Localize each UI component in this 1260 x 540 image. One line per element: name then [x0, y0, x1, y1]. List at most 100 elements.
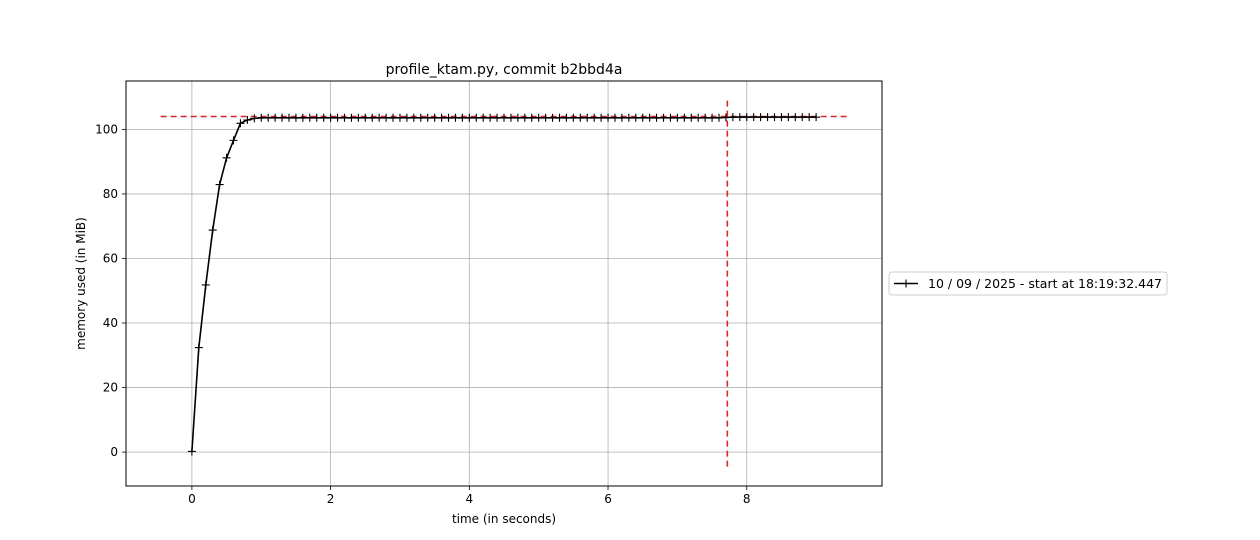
data-point-marker: [437, 113, 446, 122]
data-point-marker: [770, 113, 779, 122]
data-point-marker: [805, 113, 814, 122]
data-point-marker: [319, 113, 328, 122]
data-point-marker: [312, 113, 321, 122]
data-point-marker: [347, 113, 356, 122]
data-point-marker: [368, 113, 377, 122]
data-point-marker: [652, 113, 661, 122]
data-point-marker: [375, 113, 384, 122]
data-point-marker: [527, 113, 536, 122]
data-point-marker: [389, 113, 398, 122]
data-point-marker: [715, 113, 724, 122]
x-tick-label: 6: [604, 492, 612, 506]
data-point-marker: [236, 119, 245, 128]
series-layer: [187, 113, 821, 456]
data-point-marker: [284, 113, 293, 122]
data-point-marker: [534, 113, 543, 122]
data-point-marker: [264, 113, 273, 122]
data-point-marker: [742, 113, 751, 122]
data-point-marker: [451, 113, 460, 122]
data-point-marker: [756, 113, 765, 122]
data-point-marker: [382, 113, 391, 122]
plot-area-frame: [125, 80, 883, 487]
data-point-marker: [694, 113, 703, 122]
data-point-marker: [493, 113, 502, 122]
y-axis-label: memory used (in MiB): [74, 217, 88, 350]
data-point-marker: [423, 113, 432, 122]
data-point-marker: [659, 113, 668, 122]
x-tick-label: 4: [466, 492, 474, 506]
data-point-marker: [250, 114, 259, 123]
data-point-marker: [222, 153, 231, 162]
data-point-marker: [784, 113, 793, 122]
data-point-marker: [500, 113, 508, 122]
legend-series-label: 10 / 09 / 2025 - start at 18:19:32.447: [928, 276, 1162, 291]
x-tick-label: 0: [188, 492, 196, 506]
data-point-marker: [430, 113, 439, 122]
y-tick-label: 60: [103, 251, 118, 265]
data-point-marker: [604, 113, 613, 122]
data-point-marker: [333, 113, 342, 122]
data-point-marker: [395, 113, 404, 122]
data-point-marker: [201, 280, 210, 289]
data-point-marker: [555, 113, 564, 122]
data-point-marker: [777, 113, 786, 122]
data-point-marker: [444, 113, 453, 122]
x-tick-label: 8: [743, 492, 751, 506]
data-point-marker: [187, 447, 196, 456]
y-tick-label: 0: [110, 445, 118, 459]
data-point-marker: [597, 113, 606, 122]
x-tick-label: 2: [327, 492, 335, 506]
data-point-marker: [680, 113, 689, 122]
data-point-marker: [721, 113, 730, 122]
data-point-marker: [458, 113, 467, 122]
data-point-marker: [798, 113, 807, 122]
data-point-marker: [520, 113, 529, 122]
data-point-marker: [617, 113, 626, 122]
y-tick-label: 100: [95, 122, 118, 136]
y-tick-label: 40: [103, 316, 118, 330]
data-point-marker: [583, 113, 592, 122]
data-point-marker: [763, 113, 772, 122]
data-point-marker: [486, 113, 495, 122]
legend-box: [888, 271, 1168, 296]
data-point-marker: [416, 113, 425, 122]
data-point-marker: [673, 113, 682, 122]
data-point-marker: [194, 343, 203, 352]
data-point-marker: [576, 113, 585, 122]
data-point-marker: [479, 113, 488, 122]
data-point-marker: [291, 113, 300, 122]
data-point-marker: [215, 180, 224, 189]
data-point-marker: [340, 113, 349, 122]
data-point-marker: [638, 113, 647, 122]
data-point-marker: [409, 113, 418, 122]
legend-plus-marker: [902, 279, 910, 288]
data-point-marker: [708, 113, 717, 122]
data-point-marker: [305, 113, 314, 122]
data-point-marker: [257, 113, 266, 122]
data-point-marker: [562, 113, 571, 122]
data-point-marker: [590, 113, 599, 122]
data-point-marker: [624, 113, 633, 122]
data-point-marker: [506, 113, 515, 122]
data-point-marker: [548, 113, 557, 122]
data-point-marker: [513, 113, 522, 122]
data-point-marker: [666, 113, 675, 122]
data-point-marker: [791, 113, 800, 122]
data-point-marker: [610, 113, 619, 122]
data-point-marker: [631, 113, 640, 122]
data-point-marker: [208, 226, 217, 235]
data-point-marker: [326, 113, 335, 122]
chart-title: profile_ktam.py, commit b2bbd4a: [386, 62, 623, 78]
data-point-marker: [278, 113, 287, 122]
data-point-marker: [472, 113, 481, 122]
data-point-marker: [569, 113, 578, 122]
data-point-marker: [361, 113, 370, 122]
legend: 10 / 09 / 2025 - start at 18:19:32.447: [888, 271, 1168, 296]
data-point-marker: [402, 113, 411, 122]
data-point-marker: [728, 113, 737, 122]
data-point-marker: [354, 113, 363, 122]
data-point-marker: [687, 113, 696, 122]
